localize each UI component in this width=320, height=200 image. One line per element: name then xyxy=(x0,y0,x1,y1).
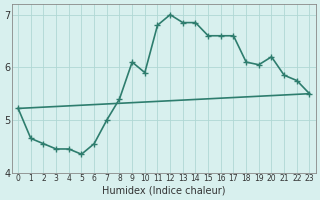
X-axis label: Humidex (Indice chaleur): Humidex (Indice chaleur) xyxy=(102,186,226,196)
